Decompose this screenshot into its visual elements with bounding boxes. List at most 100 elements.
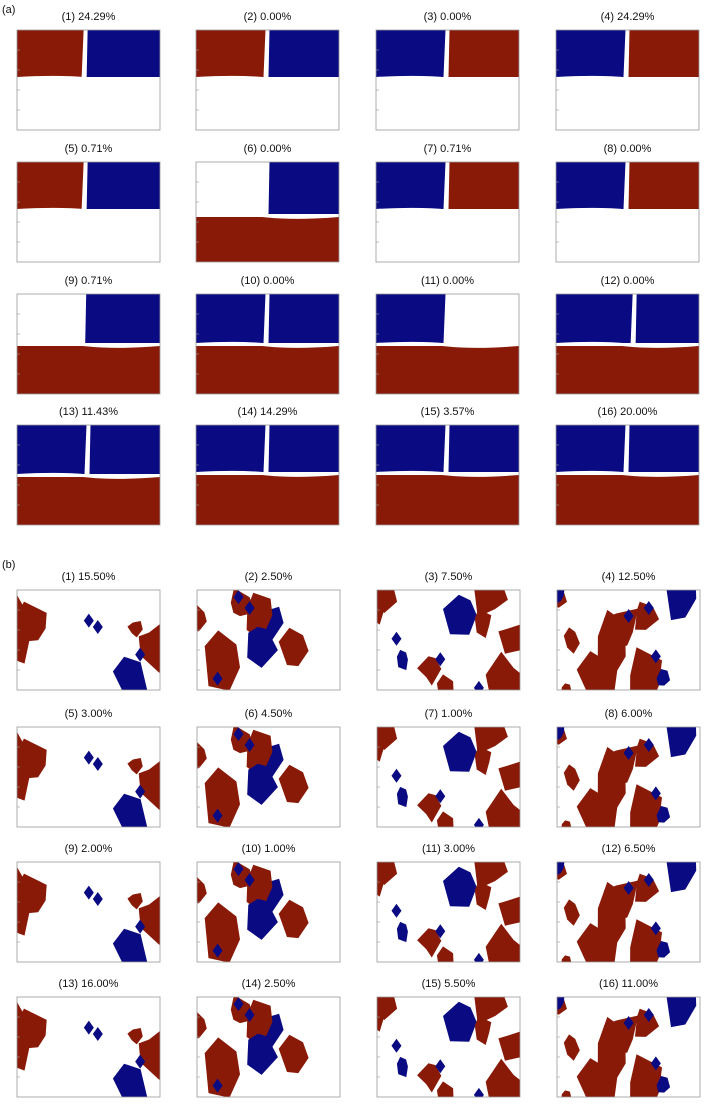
region [643, 1067, 661, 1085]
region [244, 738, 255, 753]
region [435, 652, 446, 667]
panel-frame [555, 161, 700, 263]
region [396, 786, 408, 808]
region [485, 651, 520, 690]
region [17, 346, 160, 394]
region [643, 738, 654, 753]
region [417, 928, 442, 958]
panel-title: (2) 0.00% [244, 11, 292, 23]
panel-title: (10) 0.00% [241, 275, 295, 287]
region [417, 793, 442, 823]
panel-image [17, 30, 160, 130]
boundary [556, 470, 699, 477]
panel-frame [196, 996, 341, 1098]
region [376, 294, 446, 343]
panel-frame [375, 29, 520, 131]
region [233, 862, 244, 877]
panel-image [17, 162, 160, 262]
region [89, 425, 160, 474]
region [233, 590, 244, 605]
panel: (11) 3.00% [376, 843, 521, 963]
panel-image [557, 862, 700, 962]
panel-title: (12) 0.00% [601, 275, 655, 287]
region [576, 1058, 618, 1097]
region [212, 808, 223, 823]
region [92, 891, 103, 906]
panel-frame [376, 589, 521, 691]
region [278, 899, 309, 939]
region [278, 1034, 309, 1074]
region [628, 30, 699, 77]
panel-title: (6) 4.50% [245, 708, 293, 720]
panel-title: (10) 1.00% [242, 843, 296, 855]
panel-frame [556, 726, 701, 828]
panel: (12) 6.50% [556, 843, 701, 963]
region [17, 1008, 47, 1049]
panel-title: (8) 6.00% [605, 708, 653, 720]
panel-image [557, 997, 700, 1097]
panel-frame [196, 861, 341, 963]
panel: (13) 16.00% [16, 978, 161, 1098]
region [448, 294, 519, 343]
region [561, 1090, 572, 1097]
region [197, 877, 207, 904]
region [204, 1037, 240, 1097]
panel-frame [16, 424, 161, 526]
region [92, 1026, 103, 1041]
region [112, 793, 148, 827]
region [127, 893, 143, 910]
region [377, 727, 398, 750]
boundary [17, 207, 160, 214]
panel: (16) 11.00% [556, 978, 701, 1098]
panel: (1) 24.29% [16, 11, 161, 131]
region [86, 30, 160, 77]
region [498, 1031, 520, 1061]
panel: (6) 0.00% [195, 143, 340, 263]
panel-title: (3) 7.50% [425, 571, 473, 583]
panel: (2) 0.00% [195, 11, 340, 131]
region [443, 866, 477, 907]
region [83, 750, 94, 765]
region [17, 738, 47, 779]
panel-title: (9) 2.00% [65, 843, 113, 855]
panel-frame [16, 161, 161, 263]
region [233, 997, 244, 1012]
region [473, 817, 484, 827]
region [650, 649, 661, 664]
panel: (16) 20.00% [555, 406, 700, 526]
region [92, 756, 103, 771]
panel-image [376, 162, 519, 262]
panel-title: (4) 24.29% [601, 11, 655, 23]
region [17, 601, 47, 642]
region [85, 294, 160, 343]
region [247, 1033, 278, 1075]
panel: (15) 3.57% [375, 406, 520, 526]
region [623, 881, 634, 896]
region [138, 1031, 160, 1080]
region [556, 80, 699, 130]
panel-image [197, 997, 340, 1097]
region [623, 746, 634, 761]
panel-image [376, 425, 519, 525]
region [391, 1038, 402, 1053]
panel-image [196, 162, 339, 262]
panel-image [197, 862, 340, 962]
panel: (7) 1.00% [376, 708, 521, 828]
region [244, 873, 255, 888]
region [417, 656, 442, 686]
region [561, 955, 572, 962]
region [376, 162, 446, 209]
region [138, 761, 160, 810]
boundary [376, 75, 519, 82]
region [246, 729, 273, 778]
region [247, 898, 278, 940]
region [561, 683, 572, 690]
panel-image [377, 862, 520, 962]
region [576, 788, 618, 827]
region [376, 80, 519, 130]
region [628, 162, 699, 209]
panel-frame [555, 293, 700, 395]
region [474, 727, 508, 755]
panel: (10) 1.00% [196, 843, 341, 963]
region [485, 923, 520, 962]
